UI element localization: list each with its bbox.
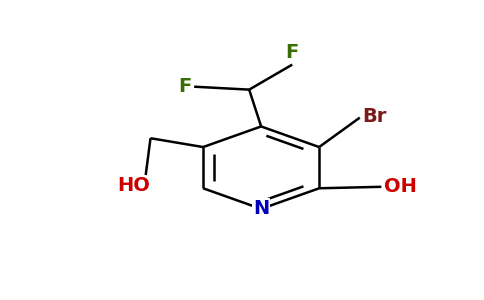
Text: N: N — [253, 200, 269, 218]
Text: Br: Br — [362, 106, 387, 126]
Text: F: F — [286, 43, 299, 62]
Text: HO: HO — [118, 176, 151, 196]
Text: F: F — [179, 77, 192, 96]
Text: OH: OH — [384, 177, 417, 196]
